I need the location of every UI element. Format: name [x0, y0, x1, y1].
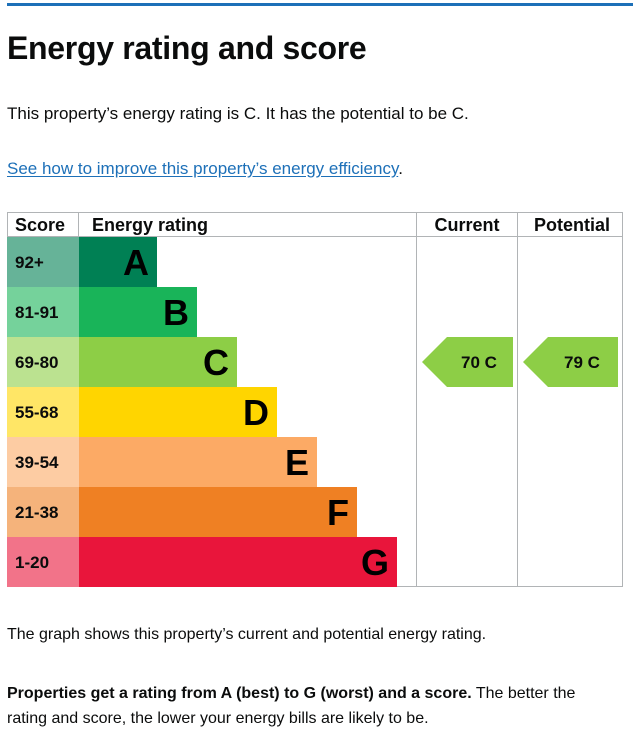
header-potential: Potential: [534, 215, 610, 235]
potential-rating-arrow: [523, 337, 618, 387]
rating-summary: This property’s energy rating is C. It h…: [7, 104, 469, 123]
band-letter-b: B: [163, 292, 189, 333]
band-letter-a: A: [123, 242, 149, 283]
header-current: Current: [434, 215, 499, 235]
rating-bands: 92+ A 81-91 B 69-80 C 55-68 D 39-54 E 21-38 F 1-20 G: [7, 237, 397, 587]
score-cell-b: [7, 287, 79, 337]
rating-explanation-bold: Properties get a rating from A (best) to…: [7, 685, 472, 702]
band-letter-d: D: [243, 392, 269, 433]
score-cell-g: [7, 537, 79, 587]
score-label-f: 21-38: [15, 503, 58, 522]
band-bar-a: [79, 237, 157, 287]
score-label-b: 81-91: [15, 303, 58, 322]
top-rule: [7, 3, 633, 6]
band-bar-c: [79, 337, 237, 387]
current-rating-arrow: [422, 337, 513, 387]
page-title: Energy rating and score: [7, 30, 367, 66]
score-cell-c: [7, 337, 79, 387]
current-rating-arrow-label: 70 C: [461, 353, 497, 372]
band-letter-f: F: [327, 492, 349, 533]
band-letter-e: E: [285, 442, 309, 483]
score-label-c: 69-80: [15, 353, 58, 372]
improve-link-paragraph: See how to improve this property’s energ…: [7, 159, 403, 179]
score-label-g: 1-20: [15, 553, 49, 572]
band-bar-e: [79, 437, 317, 487]
band-letter-g: G: [361, 542, 389, 583]
improve-efficiency-link[interactable]: See how to improve this property’s energ…: [7, 159, 399, 178]
potential-rating-arrow-label: 79 C: [564, 353, 600, 372]
score-cell-f: [7, 487, 79, 537]
link-suffix: .: [398, 159, 403, 178]
score-label-d: 55-68: [15, 403, 58, 422]
score-cell-d: [7, 387, 79, 437]
rating-arrows: 70 C 79 C: [422, 337, 618, 387]
header-energy-rating: Energy rating: [92, 215, 208, 235]
energy-rating-graph: Score Energy rating Current Potential 92…: [7, 212, 623, 587]
score-label-e: 39-54: [15, 453, 59, 472]
band-bar-g: [79, 537, 397, 587]
score-cell-a: [7, 237, 79, 287]
band-letter-c: C: [203, 342, 229, 383]
band-bar-d: [79, 387, 277, 437]
graph-caption: The graph shows this property’s current …: [7, 626, 487, 643]
band-bar-b: [79, 287, 197, 337]
score-cell-e: [7, 437, 79, 487]
header-score: Score: [15, 215, 65, 235]
rating-explanation-rest: The better the rating and score, the low…: [7, 685, 576, 727]
rating-explanation: Properties get a rating from A (best) to…: [7, 681, 619, 731]
band-bar-f: [79, 487, 357, 537]
energy-rating-chart: Score Energy rating Current Potential 92…: [7, 212, 623, 588]
score-label-a: 92+: [15, 253, 44, 272]
